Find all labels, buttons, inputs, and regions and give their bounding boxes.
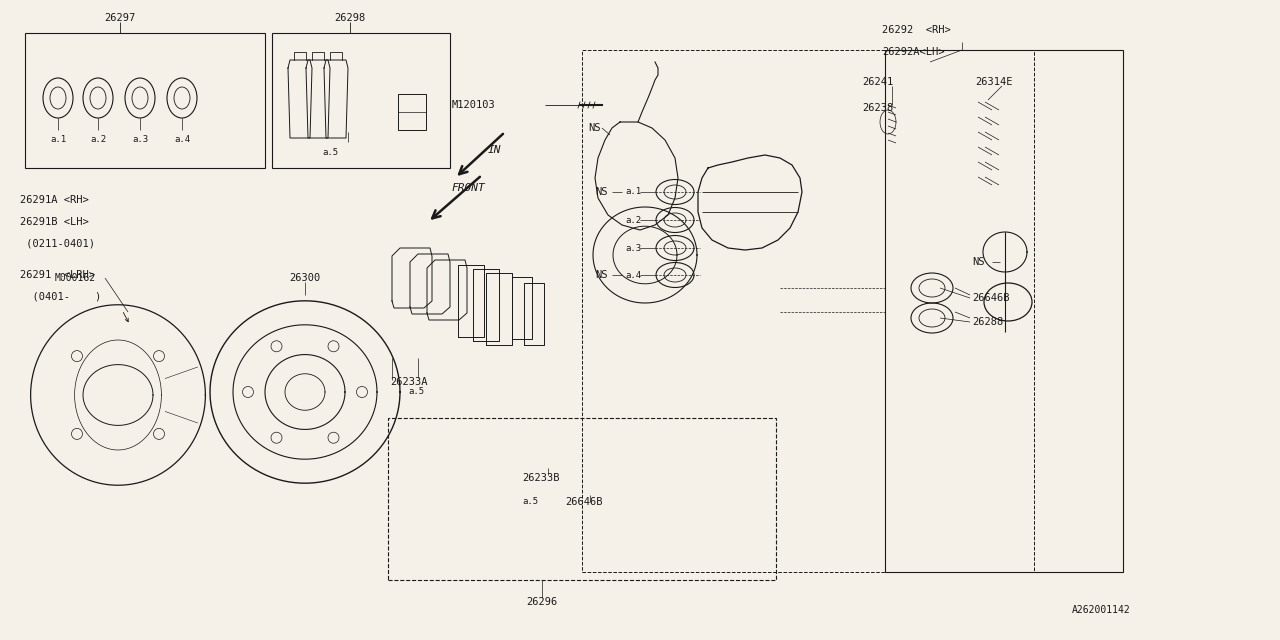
Text: 26300: 26300 bbox=[289, 273, 320, 283]
Text: a.5: a.5 bbox=[408, 387, 424, 397]
Text: 26292A<LH>: 26292A<LH> bbox=[882, 47, 945, 57]
Text: 26233B: 26233B bbox=[522, 473, 559, 483]
Bar bbox=[398, 94, 426, 130]
Text: a.1: a.1 bbox=[50, 134, 67, 143]
Text: a.4: a.4 bbox=[174, 134, 189, 143]
Bar bbox=[26, 33, 265, 168]
Text: 26241: 26241 bbox=[861, 77, 893, 87]
Bar bbox=[273, 33, 451, 168]
Text: M000162: M000162 bbox=[55, 273, 96, 283]
Text: 26646B: 26646B bbox=[564, 497, 603, 507]
Text: IN: IN bbox=[488, 145, 502, 155]
Text: A262001142: A262001142 bbox=[1073, 605, 1130, 615]
Text: (0401-    ): (0401- ) bbox=[20, 291, 101, 301]
Text: a.2: a.2 bbox=[90, 134, 106, 143]
Text: NS: NS bbox=[972, 257, 984, 267]
Bar bbox=[884, 50, 1123, 572]
Text: NS: NS bbox=[595, 187, 608, 197]
Text: FRONT: FRONT bbox=[452, 183, 485, 193]
Text: 26292  <RH>: 26292 <RH> bbox=[882, 25, 951, 35]
Text: 26291B <LH>: 26291B <LH> bbox=[20, 217, 88, 227]
Text: NS: NS bbox=[595, 270, 608, 280]
Text: 26646B: 26646B bbox=[972, 293, 1010, 303]
Text: (0211-0401): (0211-0401) bbox=[20, 238, 95, 248]
Text: 26297: 26297 bbox=[105, 13, 136, 23]
Text: a.5: a.5 bbox=[522, 497, 538, 506]
Text: a.4: a.4 bbox=[625, 271, 641, 280]
Bar bbox=[582, 50, 1034, 572]
Text: a.3: a.3 bbox=[132, 134, 148, 143]
Text: 26296: 26296 bbox=[526, 597, 558, 607]
Text: 26238: 26238 bbox=[861, 103, 893, 113]
Text: 26291  <LRH>: 26291 <LRH> bbox=[20, 270, 95, 280]
Text: a.1: a.1 bbox=[625, 188, 641, 196]
Text: a.3: a.3 bbox=[625, 243, 641, 253]
Bar bbox=[388, 418, 776, 580]
Text: 26314E: 26314E bbox=[975, 77, 1012, 87]
Text: NS: NS bbox=[588, 123, 600, 133]
Text: 26288: 26288 bbox=[972, 317, 1004, 327]
Text: a.5: a.5 bbox=[323, 147, 338, 157]
Text: 26298: 26298 bbox=[334, 13, 366, 23]
Text: 26233A: 26233A bbox=[390, 377, 428, 387]
Text: M120103: M120103 bbox=[452, 100, 495, 110]
Text: 26291A <RH>: 26291A <RH> bbox=[20, 195, 88, 205]
Text: a.2: a.2 bbox=[625, 216, 641, 225]
